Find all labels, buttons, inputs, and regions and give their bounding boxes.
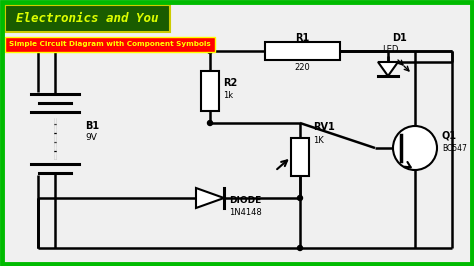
Circle shape	[298, 246, 302, 251]
Text: R2: R2	[223, 78, 237, 88]
Bar	[5, 5, 170, 32]
Text: 220: 220	[295, 63, 310, 72]
Text: Electronics and You: Electronics and You	[16, 11, 158, 24]
Bar	[265, 42, 340, 60]
Circle shape	[298, 196, 302, 201]
Text: RV1: RV1	[313, 122, 335, 132]
Circle shape	[208, 48, 212, 53]
Text: 9V: 9V	[85, 134, 97, 143]
Text: R1: R1	[295, 33, 310, 43]
Bar	[5, 37, 215, 52]
Text: Simple Circuit Diagram with Component Symbols: Simple Circuit Diagram with Component Sy…	[9, 41, 211, 47]
Text: Q1: Q1	[442, 130, 457, 140]
Text: LED: LED	[382, 45, 398, 54]
Text: 1N4148: 1N4148	[229, 208, 262, 217]
Text: D1: D1	[392, 33, 407, 43]
Text: BC547: BC547	[442, 144, 467, 153]
Polygon shape	[378, 62, 398, 76]
Circle shape	[393, 126, 437, 170]
Polygon shape	[196, 188, 224, 208]
Text: DIODE: DIODE	[229, 196, 261, 205]
Text: 1K: 1K	[313, 136, 324, 145]
Bar	[201, 71, 219, 111]
Text: B1: B1	[85, 121, 99, 131]
Text: 1k: 1k	[223, 91, 233, 100]
Bar	[291, 138, 309, 176]
Circle shape	[208, 120, 212, 126]
